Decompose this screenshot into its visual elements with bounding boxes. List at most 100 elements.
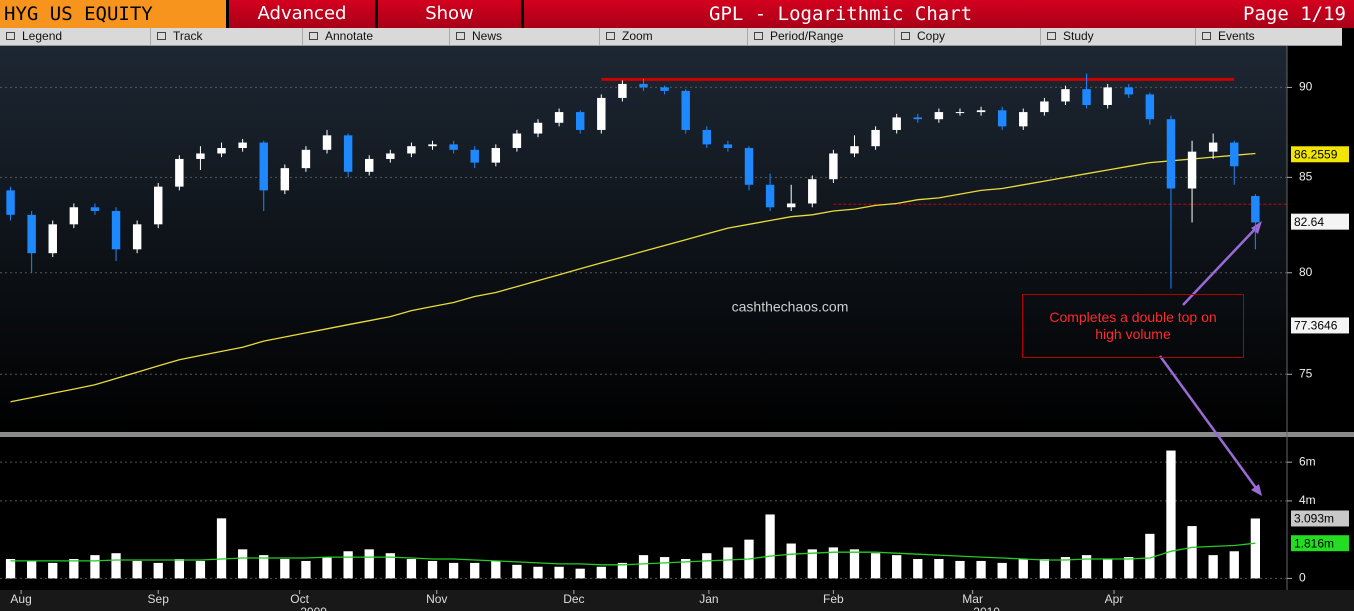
toolbar-button[interactable]: Study <box>1040 28 1094 45</box>
volume-bar <box>301 560 311 579</box>
arrow <box>1182 227 1257 306</box>
candle-body <box>597 97 606 130</box>
x-tick-label: Oct <box>290 592 309 606</box>
volume-bar <box>90 555 100 579</box>
volume-bar <box>364 549 374 579</box>
toolbar-button[interactable]: Legend <box>0 28 62 45</box>
candle-body <box>217 148 226 154</box>
volume-bar <box>259 555 269 579</box>
candle-body <box>681 90 690 130</box>
volume-bar <box>69 559 79 579</box>
candle-body <box>575 112 585 130</box>
annotation: Completes a double top on high volume <box>1022 294 1244 358</box>
y-tick-label: 0 <box>1299 571 1306 585</box>
candle-body <box>491 148 501 163</box>
volume-bar <box>575 568 585 579</box>
candle-body <box>1145 94 1155 120</box>
volume-bar <box>533 566 543 579</box>
chart-title: GPL - Logarithmic Chart <box>709 3 973 25</box>
value-marker <box>1291 535 1349 552</box>
year-label: 2010 <box>973 605 1000 611</box>
candle-body <box>175 158 184 187</box>
volume-bar <box>1145 533 1155 579</box>
x-tick-label: Dec <box>563 592 584 606</box>
value-marker-label: 82.64 <box>1294 215 1324 229</box>
candle-body <box>1040 101 1049 113</box>
candle-body <box>1061 89 1070 102</box>
candle-body <box>850 146 859 154</box>
toolbar-button[interactable]: News <box>449 28 502 45</box>
volume-bar <box>702 553 712 579</box>
value-marker <box>1291 317 1349 334</box>
volume-bar <box>111 553 121 579</box>
candle-body <box>955 112 965 114</box>
volume-bar <box>849 549 860 579</box>
moving-average <box>10 152 1256 403</box>
menu-button[interactable]: Advanced <box>229 0 375 28</box>
candle-body <box>829 153 838 180</box>
candle-body <box>259 142 268 191</box>
candle-body <box>1208 142 1218 152</box>
year-label: 2009 <box>300 605 327 611</box>
candle-body <box>997 110 1007 127</box>
toolbar-button[interactable]: Period/Range <box>747 28 843 45</box>
candle-body <box>913 117 922 120</box>
toolbar-button[interactable]: Zoom <box>599 28 653 45</box>
candle-body <box>1166 119 1176 189</box>
arrow <box>1158 355 1258 489</box>
y-tick-label: 90 <box>1299 80 1313 94</box>
volume-bar <box>976 560 986 579</box>
candle-body <box>407 146 416 154</box>
arrow-head <box>1251 221 1262 234</box>
candle-body <box>723 144 733 149</box>
volume-bar <box>512 564 522 579</box>
watermark: cashthechaos.com <box>732 299 849 315</box>
candle-body <box>618 83 627 98</box>
volume-bar <box>1081 555 1092 579</box>
candle-body <box>48 224 57 254</box>
candle-body <box>554 112 564 123</box>
candle-body <box>301 149 311 169</box>
volume-bar <box>1124 557 1134 579</box>
candle-body <box>386 153 395 159</box>
panel-separator <box>0 432 1354 437</box>
volume-bar <box>343 551 353 579</box>
toolbar-button[interactable]: Track <box>150 28 203 45</box>
volume-bar <box>870 553 881 579</box>
y-tick-label: 75 <box>1299 366 1313 380</box>
toolbar-button[interactable]: Events <box>1195 28 1255 45</box>
volume-bar <box>807 549 817 579</box>
x-tick-label: Aug <box>10 592 31 606</box>
y-tick-label: 80 <box>1299 265 1313 279</box>
volume-bar <box>828 547 839 579</box>
volume-bar <box>1166 450 1176 579</box>
candle-body <box>533 122 543 134</box>
candle-body <box>660 87 669 91</box>
volume-bar <box>892 555 902 579</box>
title-bar: GPL - Logarithmic Chart Page 1/19 <box>524 0 1354 28</box>
candle-body <box>765 184 775 208</box>
candle-body <box>512 133 522 149</box>
toolbar-button[interactable]: Annotate <box>302 28 373 45</box>
volume-bar <box>1187 526 1197 579</box>
candle-body <box>132 224 142 250</box>
candle-body <box>1187 151 1197 189</box>
x-tick-label: Apr <box>1105 592 1124 606</box>
moving-average <box>10 542 1256 566</box>
candle-body <box>639 83 648 88</box>
volume-bar <box>448 562 459 579</box>
volume-bar <box>1039 559 1050 579</box>
value-marker-label: 86.2559 <box>1294 147 1338 161</box>
candle-body <box>1103 87 1112 105</box>
price-panel <box>0 46 1287 432</box>
candle-body <box>365 158 374 172</box>
menu-button[interactable]: Show <box>378 0 521 28</box>
volume-bar <box>997 562 1007 579</box>
candle-body <box>702 129 712 145</box>
candle-body <box>449 144 458 150</box>
toolbar-button[interactable]: Copy <box>894 28 945 45</box>
volume-bar <box>913 559 923 579</box>
volume-bar <box>5 559 16 579</box>
volume-bar <box>322 557 332 579</box>
volume-bar <box>659 557 670 579</box>
